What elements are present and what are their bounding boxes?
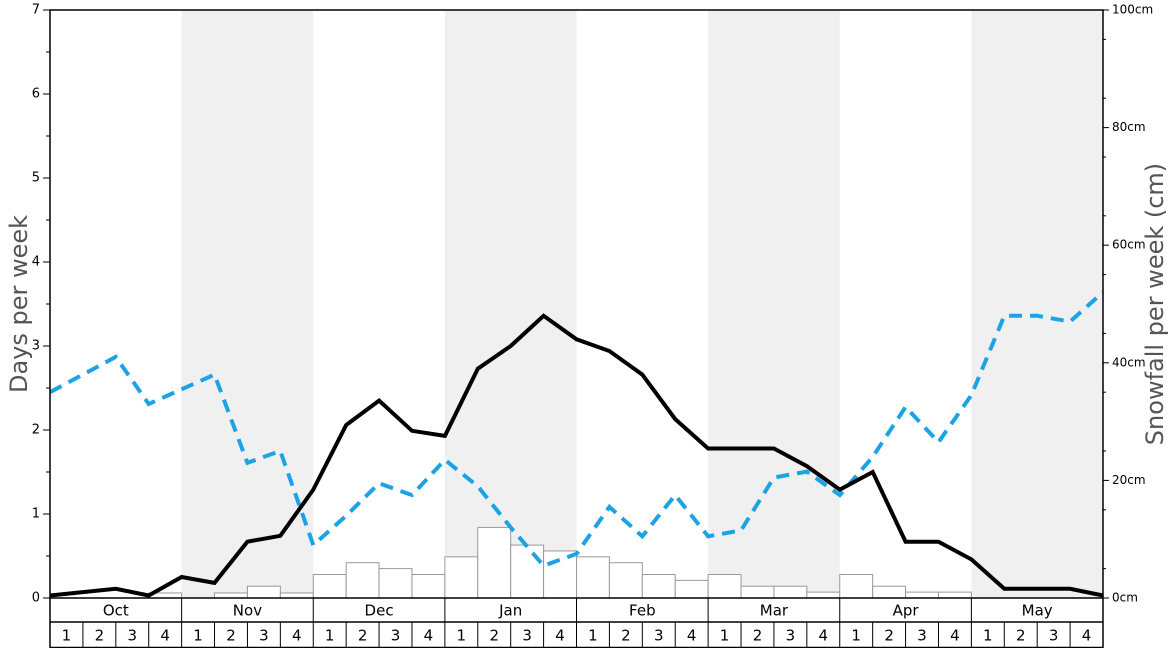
bar-week-11 (378, 568, 413, 599)
bar-week-9 (312, 573, 347, 599)
week-label: 2 (95, 627, 105, 645)
month-label-mar: Mar (760, 602, 789, 620)
left-axis: 0 1 2 3 4 5 6 7 (32, 3, 50, 606)
bar-week-23 (773, 585, 808, 599)
x-axis: Oct 1 2 3 4 Nov 1 2 3 4 Dec 1 2 3 4 Jan 1 2 3 4 Feb 1 2 3 4 Mar 1 2… (49, 598, 1104, 648)
bar-week-19 (641, 573, 676, 599)
right-tick-label: 20cm (1112, 473, 1146, 487)
right-tick-label: 0cm (1112, 591, 1138, 605)
right-tick-label: 40cm (1112, 355, 1146, 369)
week-label: 3 (522, 627, 532, 645)
week-label: 2 (621, 627, 631, 645)
week-label: 1 (720, 627, 730, 645)
week-label: 3 (917, 627, 927, 645)
bar-week-14 (477, 526, 512, 599)
week-label: 3 (654, 627, 664, 645)
month-label-apr: Apr (893, 602, 920, 620)
bar-week-15 (510, 544, 545, 599)
bar-week-16 (543, 550, 577, 599)
bar-week-28 (937, 591, 972, 599)
bar-week-10 (345, 562, 380, 599)
month-shade-nov (181, 10, 314, 598)
bar-week-25 (839, 573, 874, 599)
left-tick-label: 1 (32, 507, 40, 522)
dashed-series-line (49, 290, 1105, 569)
bar-week-20 (674, 579, 709, 599)
week-label: 3 (259, 627, 269, 645)
week-label: 2 (884, 627, 894, 645)
bar-week-18 (608, 562, 643, 599)
left-tick-label: 4 (32, 255, 40, 270)
month-shade-mar (708, 10, 840, 598)
bar-week-27 (905, 591, 939, 599)
bar-week-21 (707, 573, 742, 599)
left-tick-label: 3 (32, 339, 40, 354)
week-label: 1 (851, 627, 861, 645)
bar-week-6 (214, 592, 248, 599)
left-tick-label: 7 (32, 3, 40, 18)
week-label: 2 (226, 627, 236, 645)
week-label: 3 (391, 627, 401, 645)
bar-week-7 (246, 585, 281, 599)
month-label-dec: Dec (365, 602, 394, 620)
left-tick-label: 2 (32, 423, 40, 438)
solid-series-line (49, 313, 1104, 598)
left-tick-label: 5 (32, 171, 40, 186)
week-label: 1 (193, 627, 203, 645)
week-label: 4 (1082, 627, 1092, 645)
right-axis: 0cm 20cm 40cm 60cm 80cm 100cm (1103, 3, 1153, 605)
week-label: 2 (1016, 627, 1026, 645)
left-tick-label: 6 (32, 87, 40, 102)
week-label: 4 (555, 627, 565, 645)
month-label-may: May (1022, 602, 1053, 620)
left-axis-title: Days per week (5, 215, 33, 393)
week-label: 4 (292, 627, 302, 645)
week-label: 4 (687, 627, 697, 645)
week-label: 3 (786, 627, 796, 645)
week-label: 1 (62, 627, 72, 645)
bar-week-22 (740, 585, 775, 599)
week-label: 4 (950, 627, 960, 645)
bars-layer (148, 526, 972, 599)
lines-layer (49, 290, 1105, 598)
month-label-feb: Feb (629, 602, 656, 620)
month-shade-may (971, 10, 1103, 598)
week-label: 4 (160, 627, 170, 645)
week-label: 1 (983, 627, 993, 645)
week-label: 2 (358, 627, 368, 645)
week-label: 4 (424, 627, 434, 645)
right-tick-label: 100cm (1112, 3, 1153, 17)
week-label: 1 (325, 627, 335, 645)
right-axis-title: Snowfall per week (cm) (1141, 163, 1168, 445)
bar-week-24 (806, 591, 841, 599)
month-label-oct: Oct (103, 602, 129, 620)
right-tick-label: 80cm (1112, 120, 1146, 134)
week-label: 2 (753, 627, 763, 645)
left-tick-label: 0 (32, 591, 40, 606)
month-shade-jan (444, 10, 577, 598)
bar-week-12 (411, 573, 446, 599)
week-label: 1 (457, 627, 467, 645)
bar-week-8 (279, 592, 314, 599)
week-label: 4 (819, 627, 829, 645)
bar-week-13 (444, 556, 479, 599)
right-tick-label: 60cm (1112, 238, 1146, 252)
month-label-jan: Jan (498, 602, 522, 620)
bar-week-17 (576, 556, 610, 599)
week-label: 2 (489, 627, 499, 645)
week-label: 3 (127, 627, 137, 645)
month-shading (181, 10, 1103, 598)
week-label: 3 (1049, 627, 1059, 645)
week-label: 1 (588, 627, 598, 645)
month-label-nov: Nov (233, 602, 262, 620)
bar-week-26 (872, 585, 907, 599)
